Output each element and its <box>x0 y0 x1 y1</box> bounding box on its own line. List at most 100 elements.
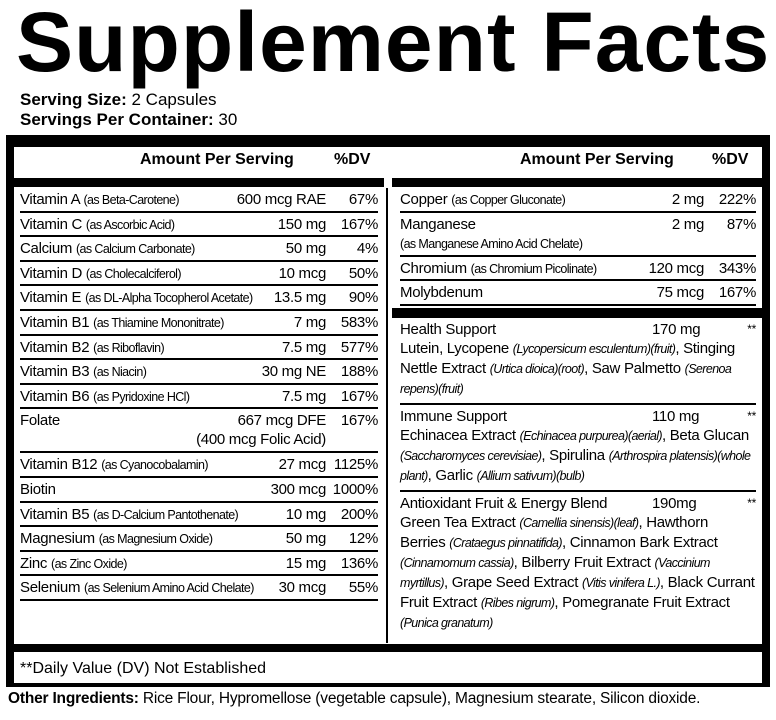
other-ingredients-value: Rice Flour, Hypromellose (vegetable caps… <box>142 690 701 707</box>
nutrient-dv: 167% <box>340 412 378 430</box>
nutrient-row: Vitamin B6 (as Pyridoxine HCl) 7.5 mg 167% <box>20 385 378 410</box>
left-header-amount: Amount Per Serving <box>140 151 294 168</box>
amount-value: 7.5 mg <box>281 387 326 405</box>
nutrient-source: (as Magnesium Oxide) <box>98 532 213 547</box>
nutrient-source: (as Zinc Oxide) <box>51 556 127 571</box>
proprietary-blend: Immune Support 110 mg ** Echinacea Extract … <box>400 405 756 492</box>
nutrient-label: Calcium <box>20 240 73 258</box>
nutrient-row: Copper (as Copper Gluconate) 2 mg 222% <box>400 188 756 213</box>
servings-value: 30 <box>218 110 238 129</box>
blend-name: Health Support <box>400 320 496 338</box>
amount-value: 15 mg <box>285 554 327 572</box>
nutrient-dv: 1125% <box>333 456 378 474</box>
amount-value: 27 mcg <box>278 456 327 474</box>
nutrient-dv: 50% <box>348 264 378 282</box>
nutrient-dv: 1000% <box>332 480 379 498</box>
amount-value: 150 mg <box>277 215 327 233</box>
nutrient-dv: 200% <box>340 505 378 523</box>
amount-value: 30 mcg <box>278 579 327 597</box>
nutrient-label: Vitamin B6 <box>20 387 90 405</box>
nutrient-label: Magnesium <box>20 530 95 548</box>
right-header-bar <box>392 178 762 187</box>
amount-value: 10 mg <box>285 505 327 523</box>
nutrient-amount: 27 mcg <box>278 455 327 474</box>
nutrient-label: Copper <box>400 191 448 208</box>
nutrient-dv: 222% <box>718 191 756 208</box>
nutrient-source: (as Cyanocobalamin) <box>101 458 208 473</box>
nutrient-label: Chromium <box>400 259 467 277</box>
nutrient-dv: 577% <box>340 338 378 356</box>
left-header-bar <box>14 178 384 187</box>
nutrient-label: Vitamin B2 <box>20 338 90 356</box>
other-ingredients: Other Ingredients: Rice Flour, Hypromell… <box>8 690 700 708</box>
nutrient-row: Manganese (as Manganese Amino Acid Chelat… <box>400 213 756 257</box>
top-thick-divider <box>6 135 770 147</box>
nutrient-dv: 136% <box>340 554 378 572</box>
nutrient-label: Biotin <box>20 480 56 498</box>
nutrient-dv: 167% <box>340 387 378 405</box>
serving-size: Serving Size: 2 Capsules <box>20 90 217 110</box>
nutrient-amount: 10 mg <box>285 505 327 524</box>
nutrient-amount: 7.5 mg <box>282 387 326 406</box>
blend-ingredients: Green Tea Extract (Camellia sinensis)(le… <box>400 513 755 630</box>
nutrient-amount: 300 mcg <box>271 480 327 499</box>
nutrient-name: Manganese (as Manganese Amino Acid Chelat… <box>400 215 668 254</box>
amount-value: 667 mcg DFE <box>237 412 327 430</box>
nutrient-amount: 667 mcg DFE (400 mcg Folic Acid) <box>196 411 326 449</box>
nutrient-dv: 167% <box>340 215 378 233</box>
blend-ingredients: Lutein, Lycopene (Lycopersicum esculentu… <box>400 339 735 396</box>
nutrient-row: Vitamin B2 (as Riboflavin) 7.5 mg 577% <box>20 336 378 361</box>
right-border <box>762 135 770 687</box>
nutrient-name: Vitamin B1 (as Thiamine Mononitrate) <box>20 313 290 333</box>
nutrient-name: Vitamin A (as Beta-Carotene) <box>20 190 233 210</box>
nutrient-dv: 167% <box>718 284 756 302</box>
blend-ingredients: Echinacea Extract (Echinacea purpurea)(a… <box>400 426 751 484</box>
nutrient-source: (as Chromium Picolinate) <box>470 261 598 276</box>
nutrient-dv: 87% <box>726 215 756 233</box>
nutrient-dv: 55% <box>348 579 378 597</box>
nutrient-label: Manganese <box>400 215 476 233</box>
nutrient-amount: 30 mg NE <box>261 362 327 381</box>
nutrient-name: Biotin <box>20 480 267 499</box>
amount-note: (400 mcg Folic Acid) <box>196 431 326 449</box>
nutrient-row: Vitamin B3 (as Niacin) 30 mg NE 188% <box>20 360 378 385</box>
left-nutrient-list: Vitamin A (as Beta-Carotene) 600 mcg RAE 6… <box>20 188 378 601</box>
amount-value: 600 mcg RAE <box>236 191 327 208</box>
nutrient-amount: 50 mg <box>286 529 327 548</box>
nutrient-name: Vitamin B3 (as Niacin) <box>20 362 258 382</box>
nutrient-source: (as D-Calcium Pantothenate) <box>93 507 239 522</box>
blend-dv: ** <box>747 408 756 423</box>
blend-header: Immune Support 110 mg ** <box>400 407 756 426</box>
amount-value: 7 mg <box>293 313 326 331</box>
nutrient-source: (as Beta-Carotene) <box>83 193 179 207</box>
servings-per-container: Servings Per Container: 30 <box>20 110 237 130</box>
footnote: **Daily Value (DV) Not Established <box>20 660 267 677</box>
amount-value: 30 mg NE <box>261 363 327 381</box>
amount-value: 10 mcg <box>278 264 327 282</box>
nutrient-dv: 343% <box>718 259 756 277</box>
nutrient-source: (as Calcium Carbonate) <box>75 242 195 257</box>
nutrient-amount: 2 mg <box>671 215 704 233</box>
nutrient-source: (as Ascorbic Acid) <box>85 217 175 232</box>
nutrient-label: Vitamin B1 <box>20 313 90 331</box>
blend-header: Antioxidant Fruit & Energy Blend 190mg ** <box>400 494 756 513</box>
blend-thick-divider <box>392 307 764 318</box>
nutrient-source: (as Selenium Amino Acid Chelate) <box>84 581 254 596</box>
nutrient-row: Vitamin B1 (as Thiamine Mononitrate) 7 mg… <box>20 311 378 336</box>
blend-header: Health Support 170 mg ** <box>400 320 756 339</box>
nutrient-name: Magnesium (as Magnesium Oxide) <box>20 529 282 549</box>
nutrient-dv: 12% <box>348 530 378 548</box>
left-header-dv: %DV <box>334 151 371 168</box>
nutrient-name: Vitamin B5 (as D-Calcium Pantothenate) <box>20 505 282 525</box>
nutrient-name: Vitamin E (as DL-Alpha Tocopherol Acetat… <box>20 288 270 308</box>
nutrient-name: Molybdenum <box>400 283 653 302</box>
nutrient-name: Calcium (as Calcium Carbonate) <box>20 239 282 259</box>
nutrient-name: Vitamin B2 (as Riboflavin) <box>20 338 278 358</box>
nutrient-row: Molybdenum 75 mcg 167% <box>400 281 756 306</box>
blend-name: Immune Support <box>400 407 507 425</box>
right-nutrient-list: Copper (as Copper Gluconate) 2 mg 222% Mang… <box>392 188 764 637</box>
nutrient-amount: 15 mg <box>285 554 327 573</box>
nutrient-row: Calcium (as Calcium Carbonate) 50 mg 4% <box>20 237 378 262</box>
nutrient-name: Copper (as Copper Gluconate) <box>400 190 668 210</box>
bottom-border <box>6 683 770 687</box>
